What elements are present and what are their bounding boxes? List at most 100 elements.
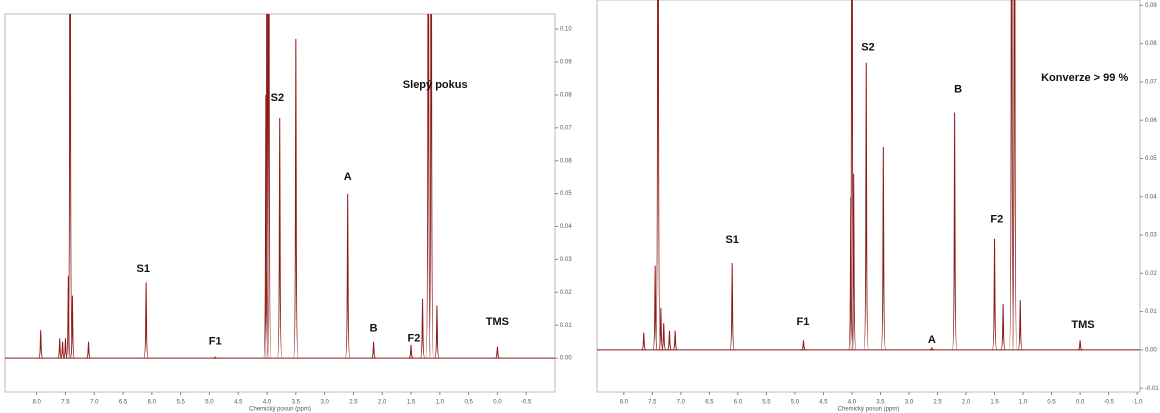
peak xyxy=(371,341,376,359)
x-tick-label: 5.5 xyxy=(762,400,771,406)
x-tick-label: 7.5 xyxy=(648,400,657,406)
peak-label: TMS xyxy=(486,316,509,328)
y-tick-label: 0.04 xyxy=(1145,194,1157,200)
y-tick-label: 0.08 xyxy=(560,93,572,99)
peak xyxy=(801,340,806,351)
x-tick-label: 2.0 xyxy=(378,400,387,406)
chart: 8.0 7.5 7.0 6.5 6.0 5.5 5.0 4.5 4.0 3.5 3.0 2.5 2.0 1… xyxy=(4,13,572,413)
peak-label: F2 xyxy=(990,214,1003,226)
peak xyxy=(863,62,869,351)
peak xyxy=(655,0,661,351)
peak-label: S1 xyxy=(725,234,738,246)
x-tick-label: 0.0 xyxy=(1076,400,1085,406)
x-tick-label: 3.5 xyxy=(292,400,301,406)
x-tick-label: 3.0 xyxy=(320,400,329,406)
x-tick-label: 2.5 xyxy=(933,400,942,406)
peak xyxy=(729,262,735,351)
x-tick-label: 3.0 xyxy=(905,400,914,406)
y-tick-label: 0.05 xyxy=(1145,156,1157,162)
peak xyxy=(495,346,500,359)
x-tick-label: -0.5 xyxy=(1103,400,1114,406)
x-tick-label: 5.0 xyxy=(791,400,800,406)
x-tick-label: 1.0 xyxy=(1019,400,1028,406)
peak xyxy=(65,275,72,359)
x-tick-label: 4.5 xyxy=(819,400,828,406)
peak xyxy=(672,330,678,351)
y-tick-label: 0.01 xyxy=(1145,309,1157,315)
plot-frame xyxy=(596,0,1141,393)
peak xyxy=(408,344,414,359)
peak-label: F1 xyxy=(209,336,222,348)
peak xyxy=(929,346,935,351)
y-tick-label: 0.09 xyxy=(560,60,572,66)
x-tick-label: 6.5 xyxy=(119,400,128,406)
x-tick-label: 6.0 xyxy=(148,400,157,406)
y-tick-label: 0.00 xyxy=(560,356,572,362)
x-tick-label: 4.5 xyxy=(234,400,243,406)
x-tick-label: 7.0 xyxy=(677,400,686,406)
peak-label: A xyxy=(928,334,936,346)
peak xyxy=(434,305,440,359)
peak-label: F1 xyxy=(796,316,809,328)
peak-label: B xyxy=(954,83,962,95)
y-tick-label: 0.07 xyxy=(1145,80,1157,86)
x-tick-label: 7.5 xyxy=(61,400,70,406)
x-tick-label: 4.0 xyxy=(263,400,272,406)
x-tick-label: 6.5 xyxy=(705,400,714,406)
y-tick-label: 0.02 xyxy=(1145,271,1157,277)
x-tick-label: 8.0 xyxy=(33,400,42,406)
peak xyxy=(991,238,998,351)
spectrum-area xyxy=(5,14,555,359)
peak-label: S2 xyxy=(271,92,284,104)
peak xyxy=(57,338,63,359)
x-tick-label: 0.0 xyxy=(493,400,502,406)
peak xyxy=(641,332,647,351)
x-tick-label: 1.5 xyxy=(407,400,416,406)
peak xyxy=(86,341,91,359)
y-tick-label: 0.01 xyxy=(560,323,572,329)
x-tick-label: -0.5 xyxy=(521,400,532,406)
y-tick-label: 0.03 xyxy=(560,257,572,263)
plot-frame xyxy=(4,13,556,393)
peak-label: A xyxy=(344,171,352,183)
peak-label: B xyxy=(370,322,378,334)
peak-label: Slepý pokus xyxy=(403,79,468,91)
peak xyxy=(264,14,270,359)
y-tick-label: 0.06 xyxy=(1145,118,1157,124)
peak-label: TMS xyxy=(1071,319,1094,331)
y-tick-label: 0.04 xyxy=(560,224,572,230)
peak xyxy=(850,173,857,351)
peak xyxy=(661,323,667,351)
y-tick-label: 0.06 xyxy=(560,158,572,164)
peak xyxy=(1017,300,1023,351)
peak xyxy=(419,298,426,359)
y-tick-label: 0.03 xyxy=(1145,233,1157,239)
y-tick-label: 0.02 xyxy=(560,290,572,296)
peak xyxy=(344,193,351,359)
peak xyxy=(266,14,272,359)
x-tick-label: 2.5 xyxy=(349,400,358,406)
chart: 8.0 7.5 7.0 6.5 6.0 5.5 5.0 4.5 4.0 3.5 3.0 2.5 2.0 1… xyxy=(596,0,1159,413)
peak xyxy=(425,14,431,359)
x-tick-label: 2.0 xyxy=(962,400,971,406)
y-tick-label: 0.05 xyxy=(560,191,572,197)
y-tick-label: 0.07 xyxy=(560,125,572,131)
x-tick-label: 5.0 xyxy=(205,400,214,406)
peak-label: S2 xyxy=(861,41,874,53)
peak-label: S1 xyxy=(136,263,149,275)
x-tick-label: 6.0 xyxy=(734,400,743,406)
x-tick-label: 8.0 xyxy=(620,400,629,406)
peak xyxy=(880,146,887,351)
peak xyxy=(277,117,283,359)
x-axis-label: Chemický posun (ppm) xyxy=(249,407,311,413)
y-tick-label: -0.01 xyxy=(1145,386,1159,392)
x-tick-label: 0.5 xyxy=(464,400,473,406)
peak xyxy=(1077,340,1083,351)
x-tick-label: 5.5 xyxy=(176,400,185,406)
x-tick-label: 0.5 xyxy=(1047,400,1056,406)
peak xyxy=(1000,303,1006,351)
x-tick-label: 7.0 xyxy=(90,400,99,406)
peak xyxy=(38,330,44,359)
y-tick-label: 0.08 xyxy=(1145,41,1157,47)
